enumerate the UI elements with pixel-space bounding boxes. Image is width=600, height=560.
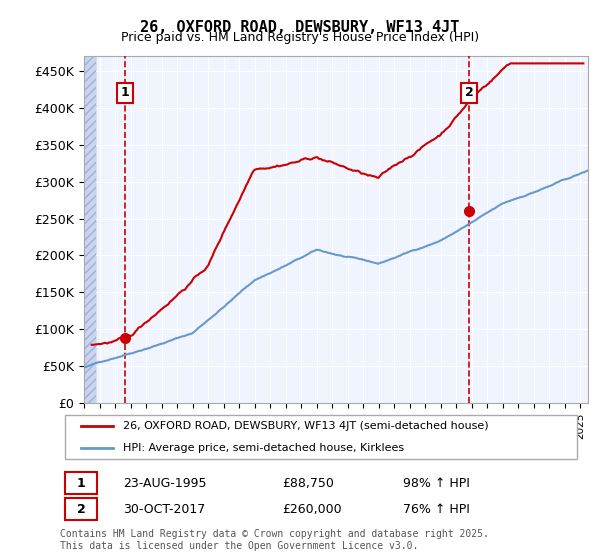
Text: 26, OXFORD ROAD, DEWSBURY, WF13 4JT (semi-detached house): 26, OXFORD ROAD, DEWSBURY, WF13 4JT (sem… [124, 421, 489, 431]
Text: 2: 2 [77, 502, 85, 516]
Text: 76% ↑ HPI: 76% ↑ HPI [403, 502, 470, 516]
Text: 2: 2 [464, 86, 473, 100]
Text: HPI: Average price, semi-detached house, Kirklees: HPI: Average price, semi-detached house,… [124, 443, 404, 453]
Text: 23-AUG-1995: 23-AUG-1995 [124, 477, 207, 490]
Text: 30-OCT-2017: 30-OCT-2017 [124, 502, 206, 516]
Text: 98% ↑ HPI: 98% ↑ HPI [403, 477, 470, 490]
Bar [84, 56, 97, 403]
FancyBboxPatch shape [65, 472, 97, 494]
Text: Contains HM Land Registry data © Crown copyright and database right 2025.
This d: Contains HM Land Registry data © Crown c… [60, 529, 489, 551]
FancyBboxPatch shape [65, 498, 97, 520]
Text: 1: 1 [121, 86, 130, 100]
Bar [84, 56, 97, 403]
Text: Price paid vs. HM Land Registry's House Price Index (HPI): Price paid vs. HM Land Registry's House … [121, 31, 479, 44]
Text: £260,000: £260,000 [282, 502, 341, 516]
FancyBboxPatch shape [65, 415, 577, 459]
Text: 1: 1 [77, 477, 85, 490]
Text: 26, OXFORD ROAD, DEWSBURY, WF13 4JT: 26, OXFORD ROAD, DEWSBURY, WF13 4JT [140, 20, 460, 35]
Text: £88,750: £88,750 [282, 477, 334, 490]
